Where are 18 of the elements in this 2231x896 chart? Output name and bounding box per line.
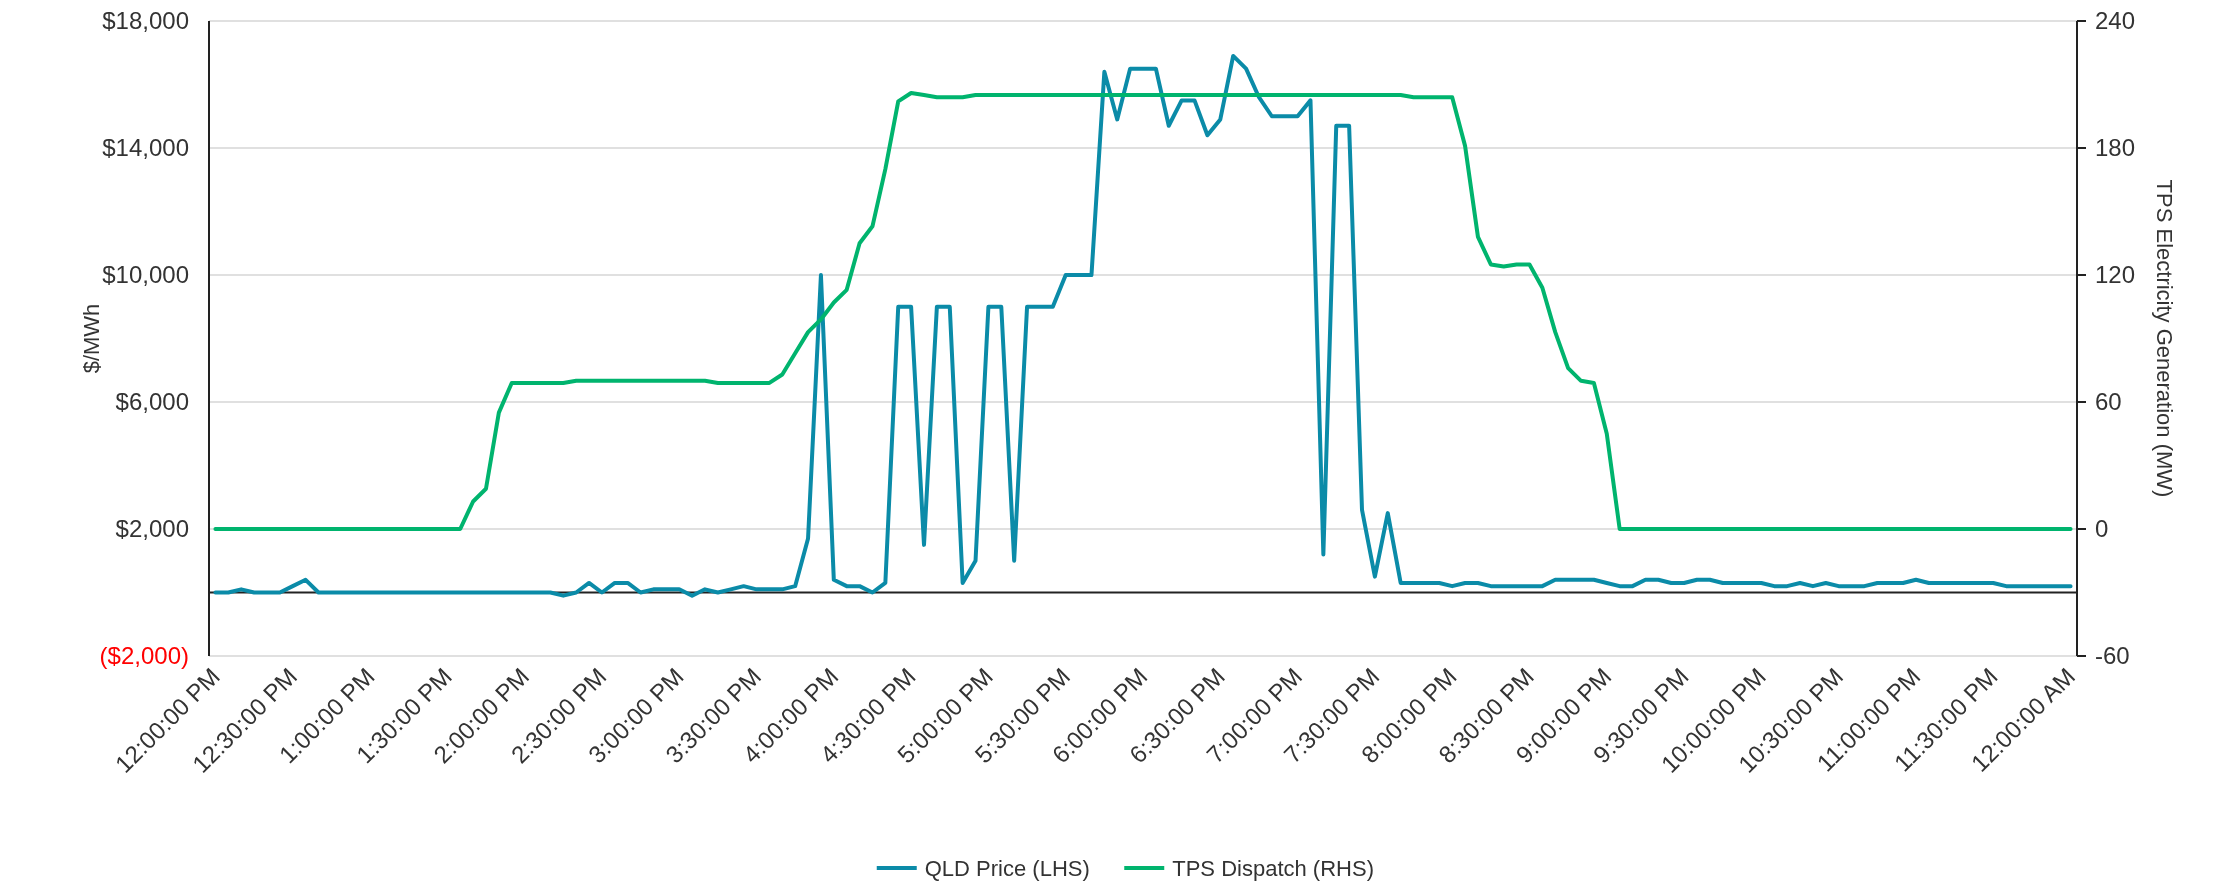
y2-tick-label: 240 <box>2095 7 2136 35</box>
legend-label: QLD Price (LHS) <box>924 855 1090 881</box>
y-tick-label: $18,000 <box>102 7 189 35</box>
y-axis-title: $/MWh <box>79 303 104 374</box>
y-tick-label: $6,000 <box>115 388 189 416</box>
y-tick-label: ($2,000) <box>99 642 189 670</box>
legend-label: TPS Dispatch (RHS) <box>1172 855 1374 881</box>
y2-tick-label: 120 <box>2095 261 2136 289</box>
y2-tick-label: -60 <box>2095 642 2130 670</box>
line-series <box>213 90 2073 531</box>
y2-axis-title: TPS Electricity Generation (MW) <box>2152 179 2177 498</box>
y-tick-label: $2,000 <box>115 515 189 543</box>
y-tick-label: $14,000 <box>102 134 189 162</box>
y2-tick-label: 0 <box>2095 515 2109 543</box>
line-series <box>213 53 2073 598</box>
y2-tick-label: 180 <box>2095 134 2136 162</box>
y2-tick-label: 60 <box>2095 388 2122 416</box>
y-tick-label: $10,000 <box>102 261 189 289</box>
